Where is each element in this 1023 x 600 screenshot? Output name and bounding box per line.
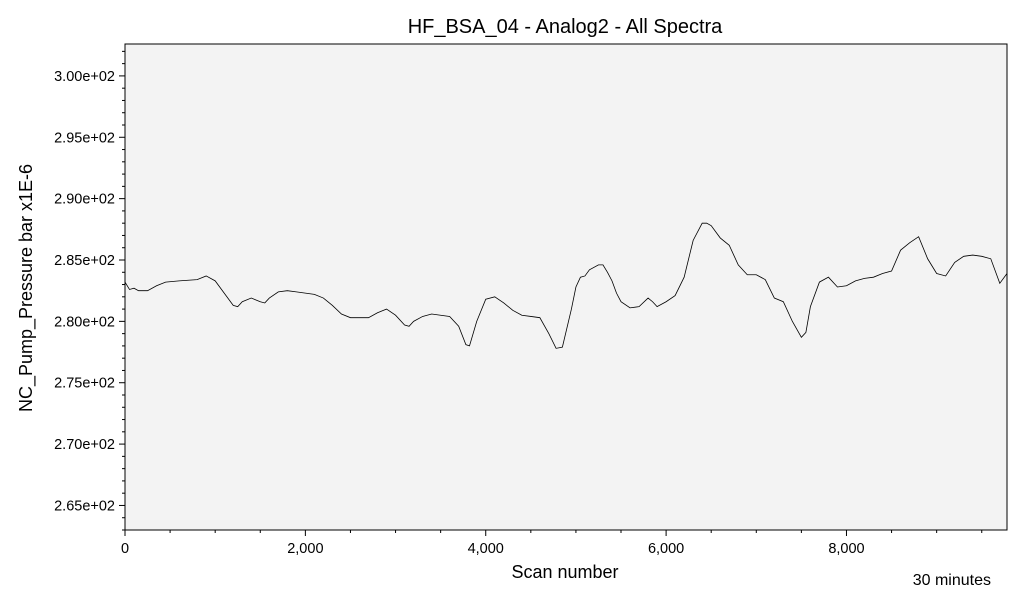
y-tick-label: 2.90e+02 (54, 192, 115, 208)
x-tick-label: 2,000 (287, 541, 323, 557)
y-tick-label: 2.80e+02 (54, 314, 115, 330)
chart-title: HF_BSA_04 - Analog2 - All Spectra (408, 16, 723, 38)
y-tick-label: 2.65e+02 (54, 498, 115, 514)
x-tick-label: 4,000 (468, 541, 504, 557)
y-tick-label: 2.70e+02 (54, 437, 115, 453)
y-axis-label: NC_Pump_Pressure bar x1E-6 (16, 164, 37, 412)
x-tick-label: 8,000 (828, 541, 864, 557)
x-axis-ticks: 0 2,000 4,000 6,000 8,000 (121, 530, 865, 557)
y-tick-label: 3.00e+02 (54, 69, 115, 85)
duration-label: 30 minutes (912, 572, 991, 589)
y-tick-label: 2.85e+02 (54, 253, 115, 269)
y-tick-label: 2.75e+02 (54, 376, 115, 392)
series-line (124, 222, 1008, 349)
y-tick-label: 2.95e+02 (54, 130, 115, 146)
x-tick-label: 6,000 (648, 541, 684, 557)
x-tick-label: 0 (121, 541, 129, 557)
plot-frame (124, 43, 1008, 531)
y-axis-ticks: 2.65e+02 2.70e+02 2.75e+02 2.80e+02 2.85e+02… (54, 69, 125, 514)
plot-background (125, 44, 1007, 530)
x-axis-label: Scan number (511, 562, 618, 582)
